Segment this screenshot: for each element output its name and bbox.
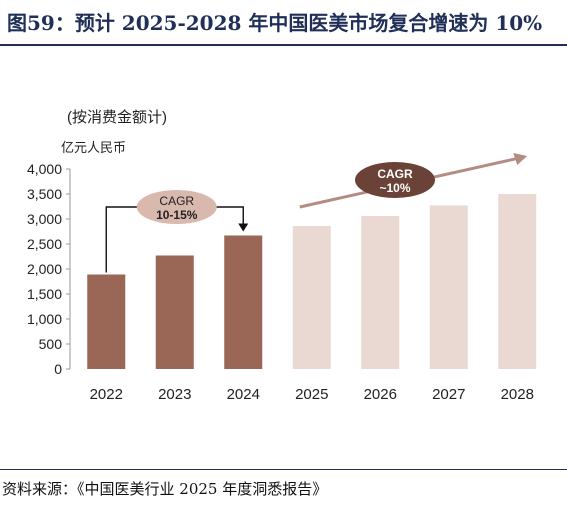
y-tick-label: 3,500	[27, 186, 62, 202]
x-tick-label: 2026	[364, 386, 397, 403]
y-axis: 0 500 1,000 1,500 2,000 2,500 3,000 3,500 4,000	[27, 161, 71, 377]
bar-2027	[429, 205, 468, 369]
cagr-historical-label-line2: 10-15%	[156, 208, 198, 222]
y-tick-label: 2,500	[27, 236, 62, 252]
cagr-historical-pill	[136, 190, 217, 224]
cagr-bracket-arrowhead	[238, 223, 249, 232]
cagr-forecast-label-line2: ~10%	[379, 181, 410, 195]
cagr-forecast-label-line1: CAGR	[377, 167, 413, 181]
bottom-rule	[0, 469, 567, 470]
bar-chart: 05001,0001,5002,0002,5003,0003,5004,000 …	[27, 153, 537, 403]
source-note: 资料来源：《中国医美行业 2025 年度洞悉报告》	[2, 480, 328, 498]
y-tick-label: 2,000	[27, 261, 62, 277]
y-tick-label: 0	[54, 361, 62, 377]
title-bar: 图59：预计 2025-2028 年中国医美市场复合增速为 10%	[0, 0, 567, 46]
bar-2023	[155, 255, 194, 369]
bar-2022	[87, 274, 126, 369]
x-tick-label: 2028	[501, 386, 534, 403]
x-tick-label: 2023	[158, 386, 191, 403]
trend-arrow-head	[513, 153, 528, 165]
bars-group	[87, 194, 537, 369]
x-tick-label: 2025	[295, 386, 328, 403]
cagr-historical-label-line1: CAGR	[159, 194, 194, 208]
x-tick-label: 2022	[90, 386, 123, 403]
bar-2025	[292, 226, 331, 369]
x-tick-label: 2027	[432, 386, 465, 403]
chart-subtitle: (按消费金额计)	[67, 109, 167, 126]
y-tick-label: 500	[39, 336, 63, 352]
bar-2024	[224, 235, 263, 369]
bar-2026	[361, 216, 400, 369]
cagr-forecast-pill	[355, 162, 435, 198]
y-tick-label: 1,500	[27, 286, 62, 302]
y-axis-unit-label: 亿元人民币	[61, 140, 127, 155]
y-tick-label: 3,000	[27, 211, 62, 227]
figure-title: 图59：预计 2025-2028 年中国医美市场复合增速为 10%	[7, 11, 543, 35]
x-tick-label: 2024	[227, 386, 260, 403]
x-axis-labels: 2022 2023 2024 2025 2026 2027 2028	[90, 386, 534, 403]
y-tick-label: 1,000	[27, 311, 62, 327]
y-tick-label: 4,000	[27, 161, 62, 177]
bar-2028	[498, 194, 537, 369]
